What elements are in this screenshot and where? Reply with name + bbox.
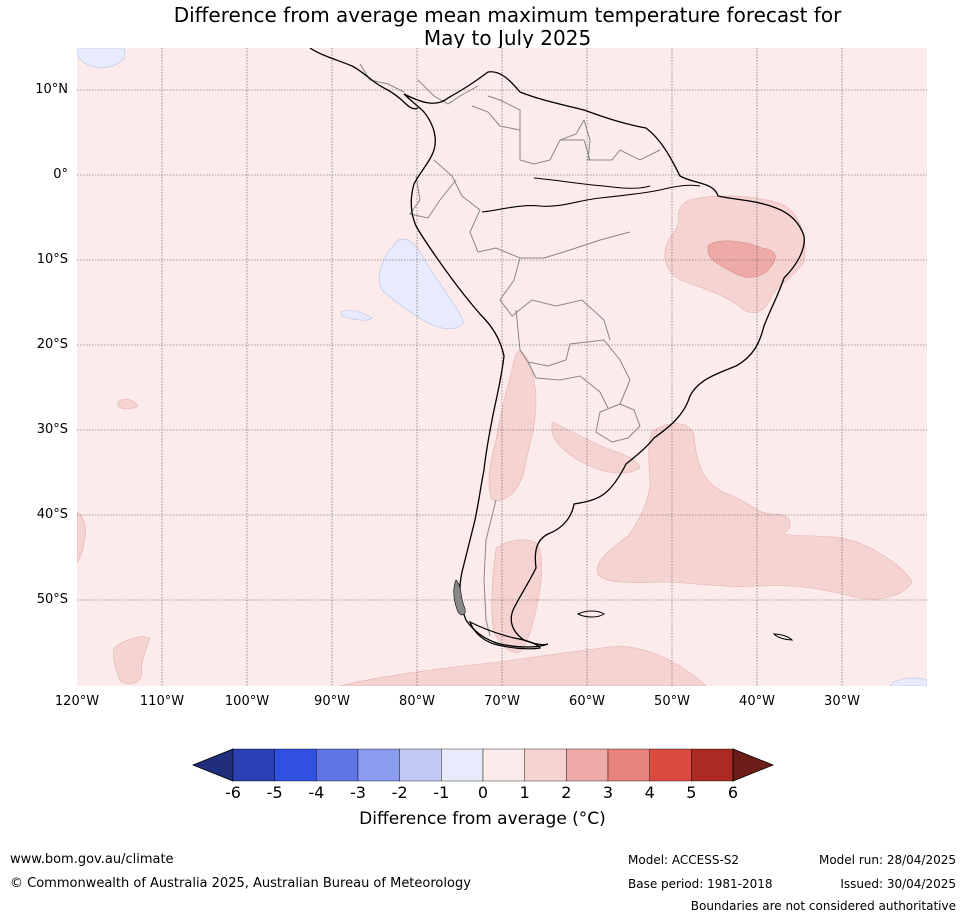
lat-label-10s: 10°S <box>36 252 68 267</box>
lon-label-90w: 90°W <box>314 694 350 709</box>
anomaly-region-west-edge <box>77 511 86 563</box>
lon-label-50w: 50°W <box>654 694 690 709</box>
footer-model-run: Model run: 28/04/2025 <box>818 853 956 867</box>
lat-label-0: 0° <box>53 167 68 182</box>
lon-label-40w: 40°W <box>739 694 775 709</box>
colorbar-cell <box>649 748 692 782</box>
anomaly-region-small-west <box>117 398 139 410</box>
colorbar-tick: 0 <box>477 783 489 802</box>
lat-label-50s: 50°S <box>36 592 68 607</box>
footer-copyright: © Commonwealth of Australia 2025, Austra… <box>10 876 471 891</box>
map-title: Difference from average mean maximum tem… <box>0 4 965 50</box>
lon-label-110w: 110°W <box>139 694 185 709</box>
colorbar-cell <box>232 748 275 782</box>
colorbar-tick: -4 <box>308 783 325 802</box>
anomaly-region-uruguay <box>551 421 641 474</box>
coastline-central-america <box>309 48 419 110</box>
colorbar-tick: -1 <box>433 783 450 802</box>
anomaly-region-negative-peru <box>378 238 465 330</box>
anomaly-region-andes <box>488 349 537 502</box>
title-line-2: May to July 2025 <box>423 26 592 50</box>
colorbar-cell <box>441 748 484 782</box>
footer-model: Model: ACCESS-S2 <box>628 853 740 867</box>
colorbar-extend-high <box>732 748 775 782</box>
south-georgia <box>772 633 794 641</box>
colorbar-cell <box>566 748 609 782</box>
amazon-river <box>481 184 701 213</box>
colorbar-tick: 5 <box>686 783 697 802</box>
lat-label-30s: 30°S <box>36 422 68 437</box>
colorbar-tick: 3 <box>602 783 614 802</box>
colorbar-cell <box>524 748 567 782</box>
coastline-south-america <box>403 71 805 648</box>
footer-base-period: Base period: 1981-2018 <box>628 877 773 891</box>
lat-label-40s: 40°S <box>36 507 68 522</box>
anomaly-region-brazil-core <box>707 240 776 278</box>
colorbar-tick: -6 <box>225 783 241 802</box>
orinoco-river <box>533 177 651 189</box>
anomaly-region-southern-ocean <box>339 645 707 686</box>
footer-website: www.bom.gov.au/climate <box>10 852 174 867</box>
anomaly-region-negative-north <box>77 48 126 69</box>
colorbar-cell <box>482 748 525 782</box>
lon-label-70w: 70°W <box>484 694 520 709</box>
footer-issued: Issued: 30/04/2025 <box>840 877 956 891</box>
anomaly-region-patagonia <box>491 539 543 653</box>
coastline-tierra-del-fuego <box>468 620 541 650</box>
anomaly-region-atlantic-south <box>597 423 913 600</box>
lat-label-10n: 10°N <box>35 82 68 97</box>
colorbar-extend-low <box>191 748 234 782</box>
colorbar-cell <box>607 748 650 782</box>
lat-label-20s: 20°S <box>36 337 68 352</box>
lon-label-100w: 100°W <box>224 694 270 709</box>
anomaly-region-negative-southeast <box>889 677 927 686</box>
lon-label-120w: 120°W <box>54 694 100 709</box>
colorbar-cell <box>316 748 359 782</box>
country-borders <box>359 63 661 637</box>
falkland-islands <box>576 610 605 618</box>
colorbar-label: Difference from average (°C) <box>359 809 606 829</box>
colorbar-tick: -3 <box>350 783 366 802</box>
chile-archipelago <box>453 579 466 616</box>
lon-label-80w: 80°W <box>399 694 435 709</box>
colorbar-tick: 4 <box>644 783 655 802</box>
colorbar-cell <box>691 748 734 782</box>
map-gridlines <box>77 48 927 686</box>
colorbar-cell <box>357 748 400 782</box>
colorbar-cell <box>274 748 317 782</box>
footer-disclaimer: Boundaries are not considered authoritat… <box>690 899 956 913</box>
colorbar-tick: -2 <box>391 783 408 802</box>
lon-label-60w: 60°W <box>569 694 605 709</box>
lon-label-30w: 30°W <box>824 694 860 709</box>
anomaly-region-west-pacific <box>113 636 151 685</box>
colorbar-tick: 1 <box>519 783 530 802</box>
anomaly-region-negative-pacific <box>340 310 373 321</box>
colorbar-tick: 2 <box>561 783 572 802</box>
colorbar-tick: -5 <box>266 783 283 802</box>
colorbar-cell <box>399 748 442 782</box>
colorbar-tick: 6 <box>727 783 739 802</box>
title-line-1: Difference from average mean maximum tem… <box>173 3 842 27</box>
